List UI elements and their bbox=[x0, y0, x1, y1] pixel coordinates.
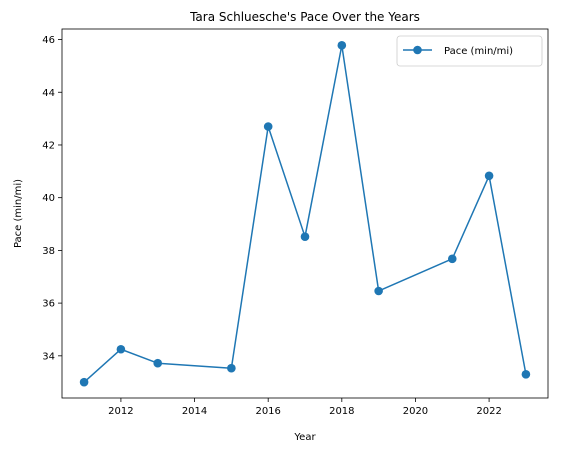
data-point bbox=[153, 358, 163, 368]
legend-box bbox=[396, 35, 543, 67]
data-point bbox=[521, 369, 531, 379]
y-tick-label: 36 bbox=[42, 299, 55, 310]
data-point bbox=[227, 363, 236, 373]
x-tick-label: 2022 bbox=[476, 406, 501, 417]
data-point bbox=[374, 286, 383, 296]
data-point bbox=[484, 171, 494, 181]
legend: Pace (min/mi) bbox=[396, 35, 543, 67]
plot-area: 2012 2014 2016 2018 2020 2022 34 36 38 40 42 44 46 bbox=[42, 35, 531, 417]
y-tick-label: 34 bbox=[42, 351, 55, 362]
legend-marker bbox=[413, 45, 422, 55]
y-tick-label: 44 bbox=[42, 88, 55, 99]
y-axis-label: Pace (min/mi) bbox=[13, 179, 24, 248]
y-tick-label: 38 bbox=[42, 246, 55, 257]
x-tick-label: 2012 bbox=[108, 406, 133, 417]
axes-frame bbox=[61, 28, 549, 399]
chart-title: Tara Schluesche's Pace Over the Years bbox=[189, 10, 420, 24]
y-tick-label: 46 bbox=[42, 35, 55, 46]
data-point bbox=[300, 232, 310, 241]
y-tick-label: 42 bbox=[42, 140, 55, 151]
x-axis-label: Year bbox=[293, 432, 316, 443]
x-tick-label: 2020 bbox=[403, 406, 428, 417]
y-tick-label: 40 bbox=[42, 193, 55, 204]
data-point bbox=[263, 122, 273, 131]
data-point bbox=[116, 344, 126, 354]
x-tick-label: 2014 bbox=[182, 406, 207, 417]
data-point bbox=[79, 377, 89, 387]
x-tick-label: 2016 bbox=[255, 406, 280, 417]
x-tick-label: 2018 bbox=[329, 406, 354, 417]
data-point bbox=[447, 254, 457, 264]
legend-label: Pace (min/mi) bbox=[444, 46, 513, 57]
data-point bbox=[337, 41, 347, 50]
